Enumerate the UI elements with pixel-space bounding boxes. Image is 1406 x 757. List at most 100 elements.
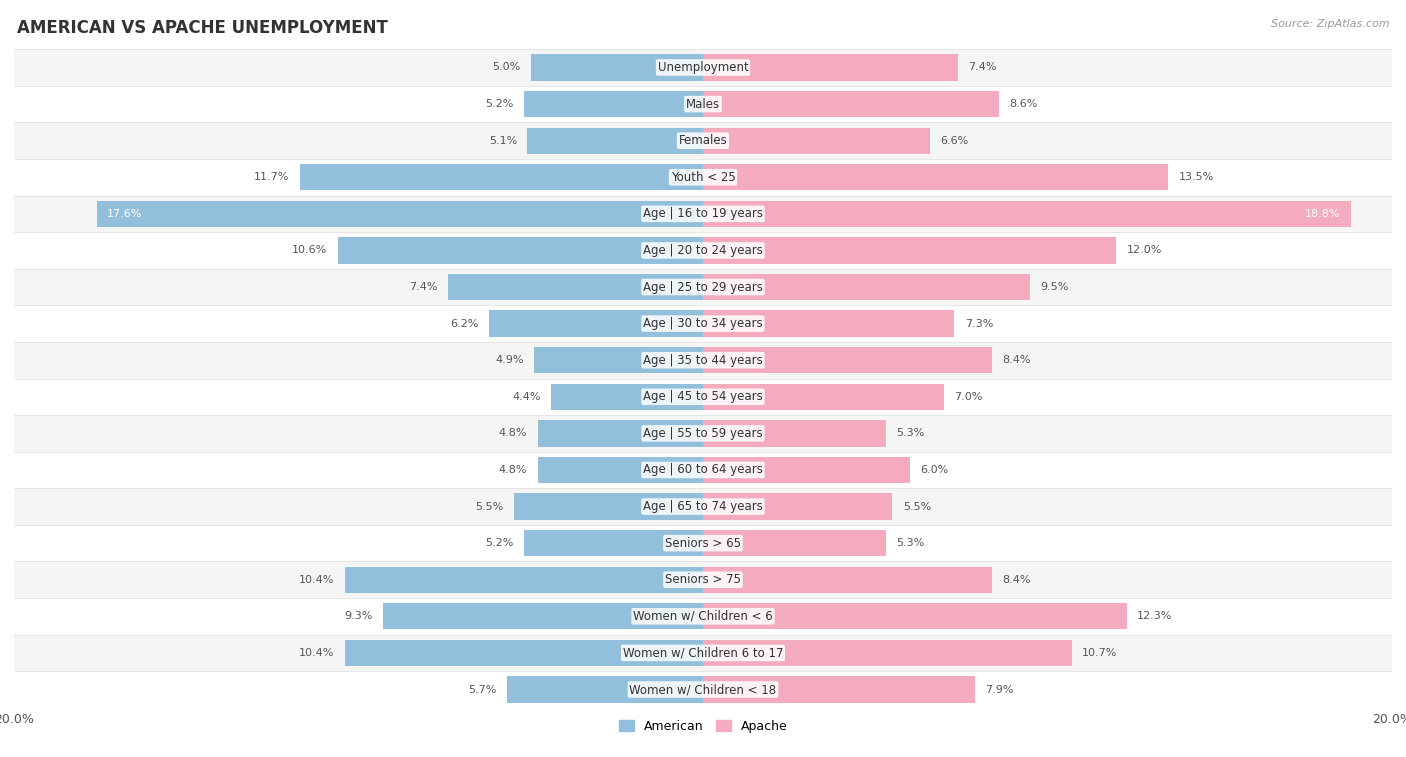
Text: Age | 45 to 54 years: Age | 45 to 54 years: [643, 391, 763, 403]
Text: 7.0%: 7.0%: [955, 392, 983, 402]
Bar: [97, 201, 703, 227]
Bar: [703, 384, 945, 410]
Text: Males: Males: [686, 98, 720, 111]
Text: Age | 25 to 29 years: Age | 25 to 29 years: [643, 281, 763, 294]
Text: 18.8%: 18.8%: [1305, 209, 1340, 219]
Text: 17.6%: 17.6%: [107, 209, 142, 219]
Bar: [537, 456, 703, 483]
Bar: [14, 49, 1392, 86]
Text: Age | 60 to 64 years: Age | 60 to 64 years: [643, 463, 763, 476]
Text: Age | 65 to 74 years: Age | 65 to 74 years: [643, 500, 763, 513]
Bar: [703, 676, 976, 702]
Text: 7.9%: 7.9%: [986, 684, 1014, 694]
Bar: [344, 640, 703, 666]
Bar: [14, 378, 1392, 415]
Text: 7.4%: 7.4%: [409, 282, 437, 292]
Bar: [14, 452, 1392, 488]
Text: 5.3%: 5.3%: [896, 538, 924, 548]
Bar: [14, 562, 1392, 598]
Text: Women w/ Children < 18: Women w/ Children < 18: [630, 683, 776, 696]
Text: Age | 55 to 59 years: Age | 55 to 59 years: [643, 427, 763, 440]
Text: Unemployment: Unemployment: [658, 61, 748, 74]
Bar: [382, 603, 703, 630]
Bar: [527, 127, 703, 154]
Text: 5.2%: 5.2%: [485, 538, 513, 548]
Bar: [513, 494, 703, 520]
Bar: [703, 237, 1116, 263]
Bar: [14, 488, 1392, 525]
Bar: [537, 420, 703, 447]
Bar: [14, 305, 1392, 342]
Bar: [14, 123, 1392, 159]
Text: 7.4%: 7.4%: [969, 63, 997, 73]
Bar: [14, 415, 1392, 452]
Text: Women w/ Children < 6: Women w/ Children < 6: [633, 610, 773, 623]
Bar: [531, 55, 703, 81]
Bar: [449, 274, 703, 301]
Text: 13.5%: 13.5%: [1178, 173, 1213, 182]
Bar: [524, 530, 703, 556]
Bar: [489, 310, 703, 337]
Text: 5.0%: 5.0%: [492, 63, 520, 73]
Text: 6.0%: 6.0%: [920, 465, 948, 475]
Bar: [14, 525, 1392, 562]
Text: 10.7%: 10.7%: [1083, 648, 1118, 658]
Bar: [299, 164, 703, 191]
Bar: [703, 640, 1071, 666]
Text: 8.4%: 8.4%: [1002, 355, 1031, 365]
Text: 7.3%: 7.3%: [965, 319, 993, 329]
Text: Females: Females: [679, 134, 727, 147]
Bar: [14, 269, 1392, 305]
Bar: [703, 420, 886, 447]
Text: 4.8%: 4.8%: [499, 465, 527, 475]
Text: Age | 30 to 34 years: Age | 30 to 34 years: [643, 317, 763, 330]
Text: Women w/ Children 6 to 17: Women w/ Children 6 to 17: [623, 646, 783, 659]
Bar: [703, 127, 931, 154]
Bar: [14, 671, 1392, 708]
Text: 4.8%: 4.8%: [499, 428, 527, 438]
Text: 9.3%: 9.3%: [344, 612, 373, 621]
Bar: [703, 566, 993, 593]
Text: 12.3%: 12.3%: [1137, 612, 1173, 621]
Bar: [14, 159, 1392, 195]
Text: Source: ZipAtlas.com: Source: ZipAtlas.com: [1271, 19, 1389, 29]
Bar: [703, 310, 955, 337]
Bar: [703, 164, 1168, 191]
Bar: [506, 676, 703, 702]
Text: Age | 16 to 19 years: Age | 16 to 19 years: [643, 207, 763, 220]
Bar: [14, 598, 1392, 634]
Text: 6.6%: 6.6%: [941, 136, 969, 145]
Text: Seniors > 65: Seniors > 65: [665, 537, 741, 550]
Text: 10.6%: 10.6%: [292, 245, 328, 255]
Text: 5.2%: 5.2%: [485, 99, 513, 109]
Bar: [703, 603, 1126, 630]
Bar: [703, 530, 886, 556]
Text: 5.5%: 5.5%: [475, 502, 503, 512]
Bar: [703, 274, 1031, 301]
Text: Seniors > 75: Seniors > 75: [665, 573, 741, 586]
Text: 10.4%: 10.4%: [299, 648, 335, 658]
Text: 5.3%: 5.3%: [896, 428, 924, 438]
Bar: [14, 342, 1392, 378]
Legend: American, Apache: American, Apache: [613, 715, 793, 738]
Bar: [703, 55, 957, 81]
Bar: [703, 91, 1000, 117]
Text: 8.6%: 8.6%: [1010, 99, 1038, 109]
Text: 5.5%: 5.5%: [903, 502, 931, 512]
Text: 11.7%: 11.7%: [254, 173, 290, 182]
Bar: [14, 195, 1392, 232]
Text: AMERICAN VS APACHE UNEMPLOYMENT: AMERICAN VS APACHE UNEMPLOYMENT: [17, 19, 388, 37]
Bar: [14, 86, 1392, 123]
Text: 6.2%: 6.2%: [451, 319, 479, 329]
Bar: [337, 237, 703, 263]
Text: 5.7%: 5.7%: [468, 684, 496, 694]
Text: Age | 35 to 44 years: Age | 35 to 44 years: [643, 354, 763, 366]
Bar: [14, 634, 1392, 671]
Text: 4.9%: 4.9%: [495, 355, 524, 365]
Bar: [703, 201, 1351, 227]
Bar: [524, 91, 703, 117]
Bar: [703, 347, 993, 373]
Text: 4.4%: 4.4%: [513, 392, 541, 402]
Text: 8.4%: 8.4%: [1002, 575, 1031, 584]
Bar: [14, 232, 1392, 269]
